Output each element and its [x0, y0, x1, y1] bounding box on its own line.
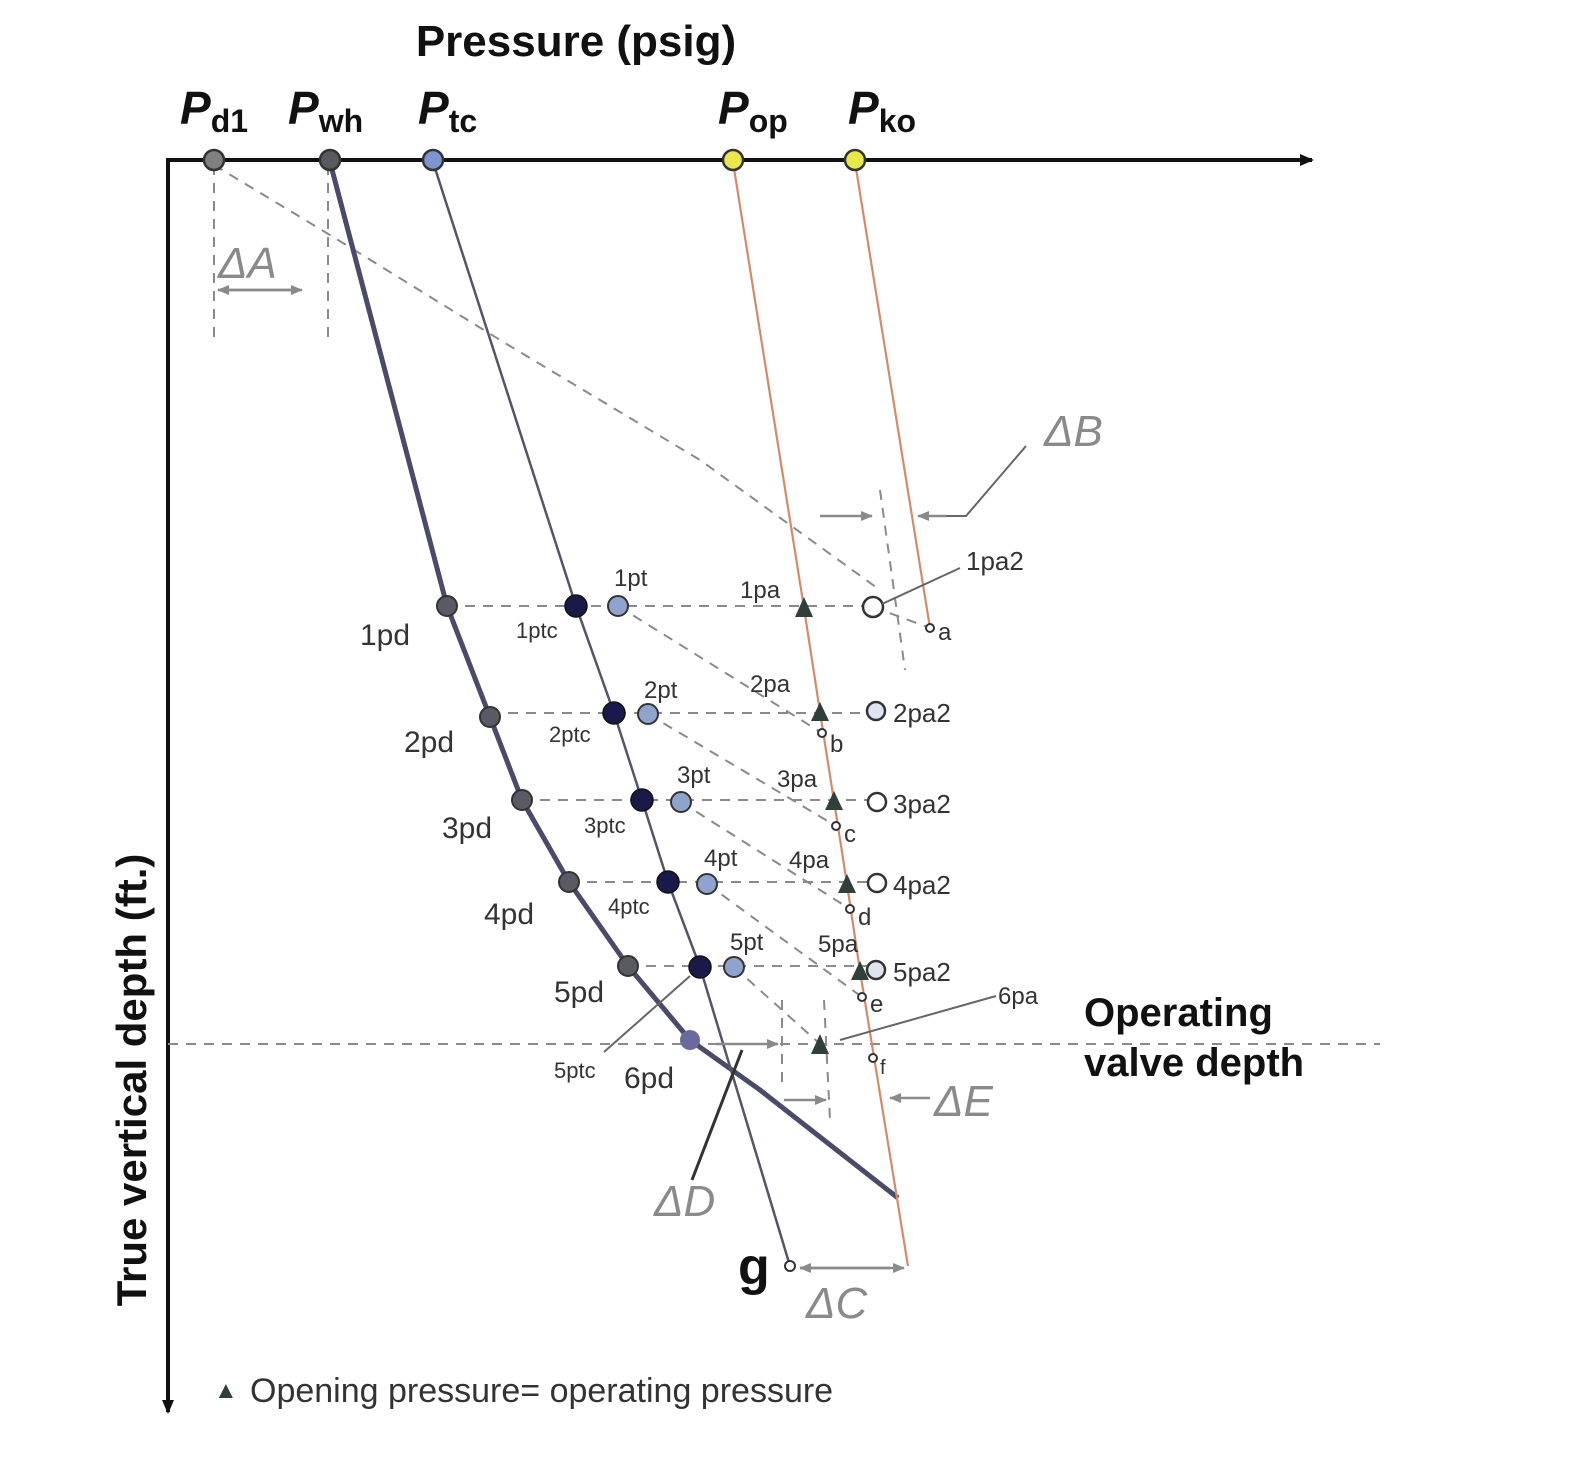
pop-point: [721, 148, 745, 172]
pa2-points: [861, 595, 888, 981]
legend: ▲ Opening pressure= operating pressure: [214, 1372, 833, 1410]
label-1ptc: 1ptc: [516, 618, 558, 643]
small-points: [784, 623, 935, 1272]
delta-a-label: ΔA: [217, 239, 277, 288]
delta-d-label: ΔD: [653, 1177, 715, 1226]
label-3pd: 3pd: [442, 812, 492, 845]
level-labels: 1pd 2pd 3pd 4pd 5pd 6pd 1ptc 2ptc 3ptc 4…: [360, 546, 1039, 1296]
label-5pa: 5pa: [818, 931, 859, 958]
label-2ptc: 2ptc: [549, 722, 591, 747]
label-d: d: [858, 904, 871, 931]
label-g: g: [738, 1238, 770, 1296]
y-axis-label: True vertical depth (ft.): [108, 854, 155, 1307]
delta-e-label: ΔE: [933, 1077, 994, 1126]
label-4ptc: 4ptc: [608, 894, 650, 919]
label-5pd: 5pd: [554, 976, 604, 1009]
label-pd1: Pd1: [180, 82, 248, 139]
label-3pt: 3pt: [677, 762, 711, 789]
label-4pt: 4pt: [704, 845, 738, 872]
pa-triangles: [795, 597, 869, 1054]
label-5pt: 5pt: [730, 929, 764, 956]
label-pko: Pko: [848, 82, 916, 139]
delta-labels: ΔA ΔB ΔC ΔD ΔE: [217, 239, 1103, 1328]
leader-lines: [603, 445, 1027, 1053]
label-c: c: [844, 821, 856, 848]
dashed-guides: [168, 164, 1380, 1121]
top-points: [202, 148, 867, 172]
axes: [162, 154, 1314, 1414]
chart-title: Pressure (psig): [416, 17, 736, 66]
delta-d-leader: [690, 1049, 744, 1181]
label-2pt: 2pt: [644, 677, 678, 704]
pwh-point: [318, 148, 342, 172]
label-3pa: 3pa: [777, 766, 818, 793]
ptc-top-point: [421, 148, 445, 172]
label-1pd: 1pd: [360, 619, 410, 652]
label-2pd: 2pd: [404, 726, 454, 759]
label-1pa2: 1pa2: [966, 546, 1024, 576]
ptc-points: [564, 594, 712, 979]
label-6pd: 6pd: [624, 1062, 674, 1095]
label-4pa: 4pa: [789, 847, 830, 874]
pko-point: [843, 148, 867, 172]
label-4pd: 4pd: [484, 898, 534, 931]
label-2pa2: 2pa2: [893, 698, 951, 728]
delta-b-label: ΔB: [1043, 407, 1103, 456]
label-e: e: [870, 991, 883, 1018]
legend-text: Opening pressure= operating pressure: [250, 1372, 833, 1410]
label-1pt: 1pt: [614, 565, 648, 592]
pd1-point: [202, 148, 226, 172]
label-pwh: Pwh: [288, 82, 363, 139]
pt-points: [607, 595, 745, 978]
label-b: b: [830, 731, 843, 758]
label-5pa2: 5pa2: [893, 957, 951, 987]
pko-line: [853, 161, 932, 629]
label-2pa: 2pa: [750, 671, 791, 698]
label-a: a: [938, 619, 952, 646]
label-3ptc: 3ptc: [584, 813, 626, 838]
label-6pa: 6pa: [998, 983, 1039, 1010]
label-pop: Pop: [718, 82, 788, 139]
label-5ptc: 5ptc: [554, 1058, 596, 1083]
label-4pa2: 4pa2: [893, 870, 951, 900]
operating-valve-depth-line2: valve depth: [1084, 1041, 1304, 1085]
label-f: f: [880, 1057, 886, 1079]
label-ptc: Ptc: [418, 82, 477, 139]
label-3pa2: 3pa2: [893, 789, 951, 819]
legend-triangle-icon: ▲: [214, 1377, 238, 1404]
top-pressure-labels: Pd1 Pwh Ptc Pop Pko: [180, 82, 916, 139]
delta-arrows: [217, 285, 946, 1273]
delta-c-label: ΔC: [805, 1279, 869, 1328]
pd-points: [436, 595, 700, 1050]
label-1pa: 1pa: [740, 577, 781, 604]
operating-valve-depth-line1: Operating: [1084, 991, 1273, 1035]
